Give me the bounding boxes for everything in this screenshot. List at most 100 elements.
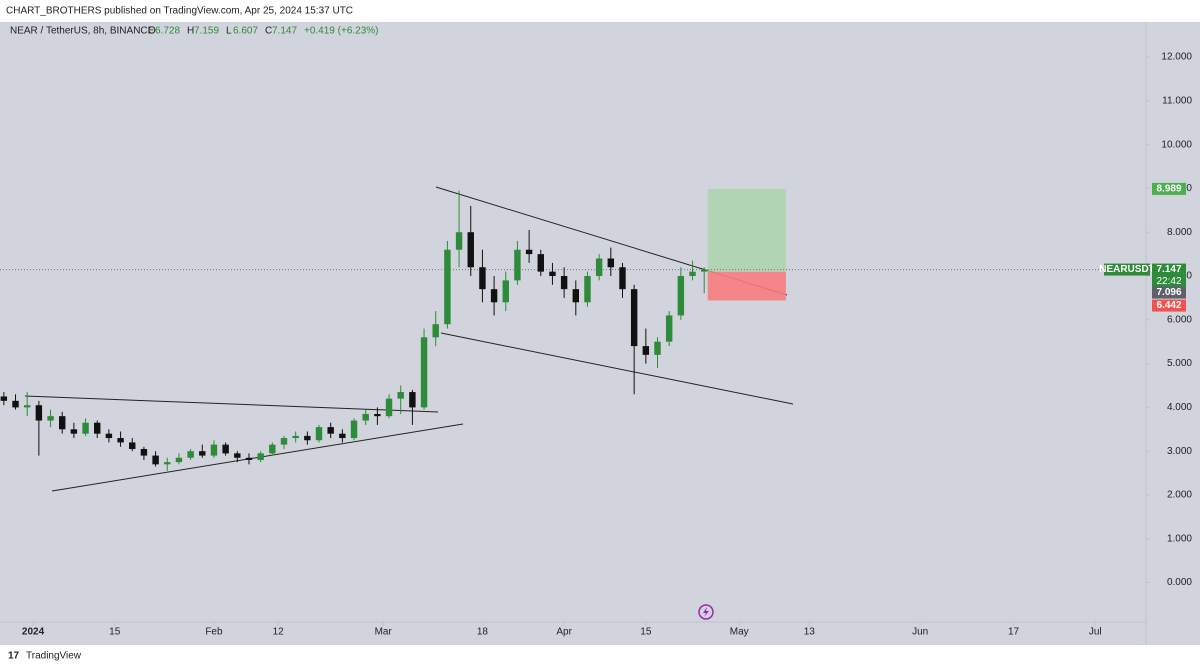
candle-body: [35, 405, 43, 421]
x-tick-label: 15: [640, 627, 652, 638]
entry-label-bg: [1152, 286, 1186, 299]
plot-background: [0, 22, 1200, 645]
candle-body: [479, 267, 486, 290]
x-tick-label: Mar: [375, 627, 393, 638]
candle-body: [374, 413, 381, 417]
stop-label: 6.442: [1156, 300, 1181, 311]
x-tick-label: Apr: [556, 627, 572, 638]
ohlc-value: 6.607: [233, 26, 258, 37]
candle-body: [152, 455, 159, 465]
candle-body: [269, 444, 276, 454]
candle-body: [327, 427, 334, 434]
candle-body: [549, 271, 556, 277]
candle-body: [420, 337, 428, 408]
candle-body: [70, 429, 78, 434]
candle-body: [595, 258, 603, 277]
x-tick-label: 12: [273, 627, 285, 638]
candle-body: [315, 427, 323, 441]
y-tick-label: 6.000: [1167, 314, 1192, 325]
last-price-bg: [1152, 263, 1186, 288]
event-icon[interactable]: [698, 604, 714, 620]
candle-body: [444, 249, 451, 325]
candle-body: [257, 453, 264, 460]
y-tick-label: 3.000: [1167, 446, 1192, 457]
candle-body: [82, 422, 89, 434]
candle-body: [572, 289, 580, 303]
x-tick-label: May: [730, 627, 749, 638]
candle-body: [490, 289, 498, 303]
candle-body: [234, 453, 241, 458]
y-tick-label: 10.000: [1161, 139, 1192, 150]
candle-body: [502, 280, 509, 303]
ohlc-key: H: [187, 26, 194, 37]
candle-body: [164, 462, 171, 465]
candle-body: [339, 433, 346, 439]
x-tick-label: 15: [109, 627, 121, 638]
candle-body: [47, 416, 54, 421]
stop-label-bg: [1152, 299, 1186, 312]
candle-body: [175, 457, 183, 463]
candle-body: [584, 276, 591, 303]
candle-body: [12, 400, 19, 408]
change: +0.419 (+6.23%): [304, 26, 379, 37]
x-tick-label: Jun: [912, 627, 928, 638]
candle-body: [140, 449, 148, 456]
entry-label: 7.096: [1156, 287, 1181, 298]
ohlc-key: O: [148, 26, 156, 37]
candle-body: [117, 438, 124, 443]
ohlc-value: 7.159: [194, 26, 219, 37]
target-label-bg: [1152, 182, 1186, 195]
x-tick-label: Jul: [1089, 627, 1102, 638]
candle-body: [280, 438, 288, 445]
candle-body: [514, 249, 521, 281]
candle-body: [455, 232, 463, 250]
candle-body: [467, 232, 474, 268]
candle-body: [94, 422, 101, 434]
candle-body: [385, 398, 393, 417]
ohlc-key: C: [265, 26, 272, 37]
candle-body: [409, 392, 416, 408]
x-tick-label: 13: [804, 627, 816, 638]
event-icon-bolt: [703, 607, 709, 617]
x-tick-label: 17: [1008, 627, 1020, 638]
symbol-tag-bg: [1104, 263, 1150, 276]
trendline: [24, 395, 439, 413]
ohlc-value: 7.147: [272, 26, 297, 37]
x-tick-label: 2024: [22, 627, 45, 638]
candle-body: [619, 267, 626, 290]
candle-body: [59, 416, 66, 430]
candle-body: [350, 420, 358, 439]
brand-logo: 17: [8, 651, 20, 662]
candle-body: [187, 451, 194, 458]
y-tick-label: 12.000: [1161, 52, 1192, 63]
candle-body: [654, 341, 661, 355]
candle-body: [700, 269, 708, 272]
candle-body: [199, 451, 206, 456]
symbol-tag: NEARUSDT: [1099, 264, 1155, 275]
countdown: 22:42: [1156, 276, 1181, 287]
ohlc-legend: O 6.728 H 7.159 L 6.607 C 7.147 +0.419 (+6.23%): [148, 26, 379, 37]
candle-body: [607, 258, 615, 268]
ohlc-value: 6.728: [155, 26, 180, 37]
top-bar: [0, 0, 1200, 22]
candle-body: [525, 249, 533, 255]
candle-body: [642, 346, 650, 355]
stop-zone: [707, 271, 786, 301]
candle-body: [689, 271, 696, 277]
candle-body: [665, 315, 673, 342]
trendline: [440, 332, 794, 405]
symbol: NEAR / TetherUS, 8h, BINANCE: [10, 26, 155, 37]
candle-body: [105, 433, 113, 439]
candle-body: [222, 444, 229, 454]
candle-body: [292, 435, 299, 439]
y-tick-label: 11.000: [1162, 95, 1192, 106]
target-zone: [707, 188, 786, 272]
ohlc-key: L: [226, 26, 232, 37]
brand: TradingView: [26, 651, 82, 662]
candle-body: [210, 444, 218, 456]
candle-body: [560, 276, 568, 290]
marks: [0, 188, 1146, 471]
footer-bar: [0, 645, 1200, 668]
